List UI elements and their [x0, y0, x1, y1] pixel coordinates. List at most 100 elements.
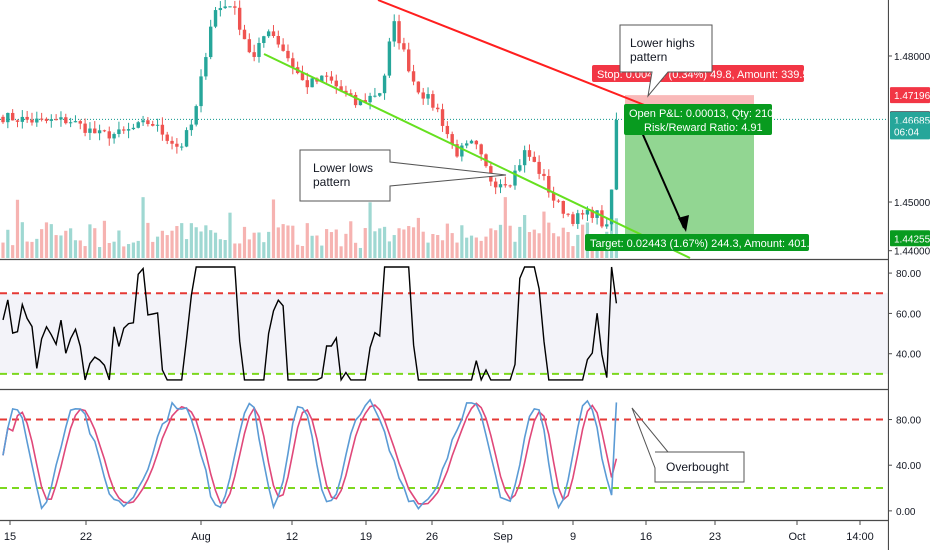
candle: [126, 129, 131, 131]
volume-bar: [484, 236, 488, 258]
price-badge-label: 1.44255: [894, 234, 931, 245]
volume-bar: [247, 239, 251, 258]
volume-bar: [460, 225, 464, 258]
volume-bar: [271, 199, 276, 258]
candle: [329, 76, 334, 81]
projection-arrowhead: [678, 215, 689, 232]
callout-lower-lows: [299, 149, 507, 202]
rsi-tick-label: 60.00: [896, 309, 921, 320]
candle: [378, 93, 382, 96]
price-badge: [890, 87, 930, 104]
candle: [208, 26, 213, 58]
candle: [373, 95, 377, 97]
volume-bar: [382, 226, 387, 258]
price-axis[interactable]: 1.480001.450001.440001.471961.466981.466…: [888, 0, 932, 550]
pnl-label-box: [624, 104, 772, 135]
candle: [320, 75, 324, 82]
volume-bar: [581, 224, 585, 258]
volume-bar: [59, 235, 63, 258]
volume-bar: [238, 243, 242, 258]
candle: [571, 214, 575, 224]
candle: [605, 224, 609, 227]
candle: [324, 75, 329, 77]
candle: [30, 119, 34, 123]
volume-bar: [281, 224, 285, 258]
stoch-d-line: [2, 402, 618, 505]
stoch-k-line: [2, 398, 618, 510]
candle: [590, 209, 594, 218]
volume-bar: [146, 222, 150, 258]
volume-bar: [44, 222, 49, 258]
volume-bar: [349, 221, 353, 258]
volume-bar: [155, 236, 160, 258]
volume-bar: [267, 231, 271, 258]
volume-bar: [73, 240, 78, 258]
candle: [213, 10, 218, 27]
time-axis[interactable]: 15 22 Aug 12 19 26 Sep 9 16 23 Oct 14:00: [4, 521, 874, 543]
candle: [551, 192, 556, 201]
candle: [436, 107, 440, 110]
price-pane[interactable]: Stop: 0.00498 (0.34%) 49.8, Amount: 339.…: [0, 0, 888, 483]
candle: [252, 52, 256, 57]
time-tick-label: 9: [570, 531, 576, 543]
price-tick-label: 1.48000: [894, 52, 931, 63]
volume-bar: [98, 247, 102, 258]
stochastic-pane[interactable]: [0, 398, 888, 510]
volume-bar: [165, 235, 169, 258]
candle: [237, 7, 242, 30]
candle: [25, 116, 29, 120]
candle: [276, 35, 281, 45]
volume-bar: [440, 240, 445, 258]
volume-bar: [170, 230, 174, 258]
candle: [97, 130, 102, 134]
candle: [474, 140, 479, 145]
volume-bar: [315, 235, 319, 258]
stoch-tick-label: 40.00: [896, 461, 921, 472]
volume-bar: [334, 229, 338, 258]
volume-bar: [426, 242, 430, 258]
volume-bar: [590, 246, 594, 258]
candle: [416, 81, 421, 93]
candle: [426, 94, 430, 99]
candle: [73, 121, 78, 123]
callout-lower-highs: [619, 24, 713, 98]
volume-bar: [276, 227, 280, 258]
pnl-label: Open P&L: 0.00013, Qty: 2108: [629, 108, 779, 120]
candle: [542, 173, 546, 177]
callout-lower-lows-line2: pattern: [313, 175, 350, 189]
candle: [146, 120, 150, 125]
candle: [479, 144, 483, 155]
candle: [175, 143, 179, 147]
candle: [35, 118, 39, 123]
lower-lows-trendline: [263, 53, 691, 259]
volume-bar: [242, 226, 247, 258]
candle: [136, 122, 140, 128]
candle: [508, 185, 512, 187]
volume-bar: [489, 228, 493, 258]
candle: [585, 209, 590, 215]
volume-bar: [503, 197, 507, 258]
volume-bar: [160, 230, 164, 258]
candle: [64, 117, 68, 124]
candle: [387, 41, 392, 76]
volume-bar: [11, 245, 15, 258]
rsi-pane[interactable]: [0, 266, 888, 382]
candle: [93, 128, 97, 134]
volume-bar: [78, 240, 82, 258]
price-badge: [890, 123, 930, 140]
candle: [107, 131, 111, 139]
candle: [561, 200, 565, 214]
candle: [382, 75, 387, 94]
volume-bar: [228, 212, 232, 258]
volume-bar: [523, 215, 527, 258]
candle: [49, 119, 53, 121]
stoch-tick-label: 80.00: [896, 416, 921, 427]
candle: [460, 145, 464, 157]
candle: [421, 92, 425, 99]
volume-bar: [252, 232, 256, 258]
volume-bar: [141, 197, 145, 258]
time-tick-label: 23: [709, 531, 721, 543]
volume-bar: [54, 235, 58, 258]
candle: [580, 213, 585, 215]
